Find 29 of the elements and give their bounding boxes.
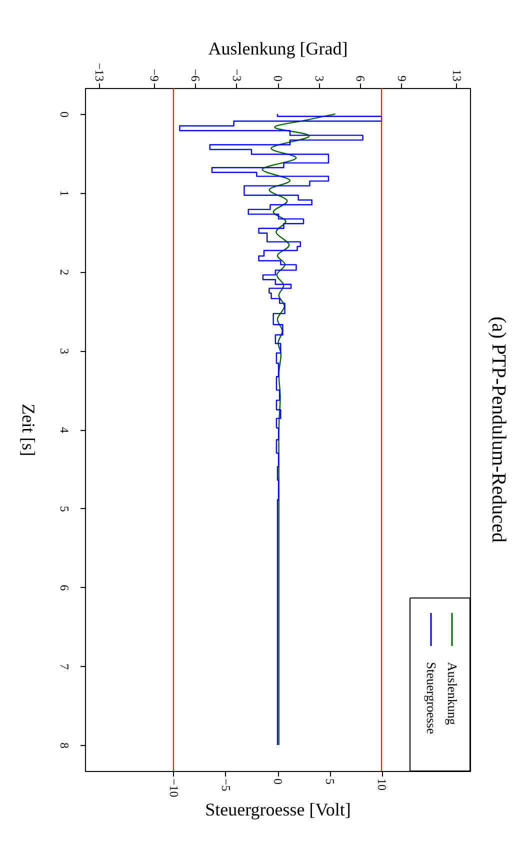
y-tick-label: 1 xyxy=(58,190,72,196)
x2-tick-label: 0 xyxy=(271,76,285,82)
text: (a) PTP-Pendulum-Reduced xyxy=(488,316,510,543)
text: Steuergroesse xyxy=(424,662,439,734)
x2-tick-label: −3 xyxy=(230,68,244,82)
y-axis-title: Zeit [s] xyxy=(18,404,38,456)
x2-tick-label: −9 xyxy=(147,68,162,82)
x2-tick-label: 9 xyxy=(394,76,409,82)
x2-tick-label: −6 xyxy=(188,68,202,82)
x2-axis-title: Auslenkung [Grad] xyxy=(208,38,348,59)
text: Auslenkung xyxy=(445,662,460,726)
x2-tick-label: 6 xyxy=(354,76,368,82)
y-tick-label: 8 xyxy=(58,742,72,748)
y-tick-label: 4 xyxy=(58,427,72,433)
y-tick-label: 0 xyxy=(58,112,72,118)
x2-tick-label: 13 xyxy=(450,70,464,82)
x-tick-label: 0 xyxy=(271,778,285,784)
x-tick-label: −5 xyxy=(218,778,233,792)
y-tick-label: 5 xyxy=(58,506,72,512)
y-tick-label: 6 xyxy=(58,584,72,591)
y-tick-label: 3 xyxy=(58,348,72,354)
x-tick-label: 10 xyxy=(375,778,390,790)
x2-tick-label: −13 xyxy=(92,62,106,82)
y-tick-label: 2 xyxy=(58,269,72,276)
x-tick-label: 5 xyxy=(323,778,338,784)
x2-tick-label: 3 xyxy=(312,76,326,82)
y-tick-label: 7 xyxy=(58,664,72,670)
x-axis-title: Steuergroesse [Volt] xyxy=(205,799,351,820)
x-tick-label: −10 xyxy=(166,778,181,798)
